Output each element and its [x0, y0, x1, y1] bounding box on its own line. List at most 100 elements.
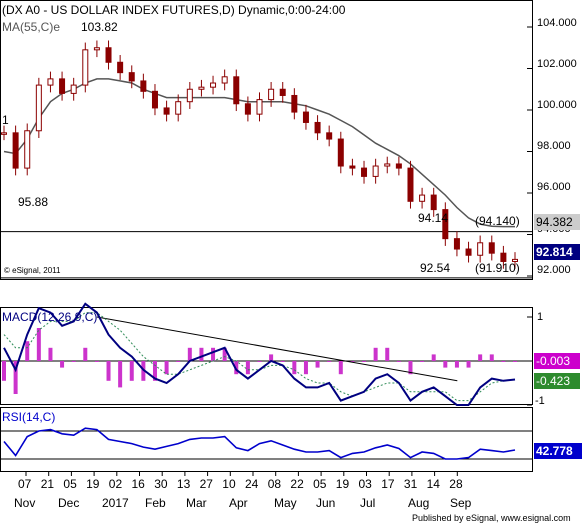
- candle-body: [12, 132, 19, 169]
- macd-histogram-bar: [431, 354, 436, 361]
- candle-body: [302, 111, 309, 123]
- x-month-label: Apr: [229, 496, 248, 510]
- x-day-label: 17: [381, 477, 395, 491]
- price-panel-frame: [0, 0, 533, 280]
- macd-histogram-bar: [71, 361, 76, 362]
- candle-body: [105, 47, 112, 63]
- macd-histogram-bar: [234, 361, 239, 375]
- candle-body: [314, 121, 321, 134]
- macd-histogram-bar: [83, 347, 88, 361]
- x-day-label: 16: [131, 477, 145, 491]
- macd-histogram-bar: [2, 361, 6, 381]
- macd-histogram-bar: [199, 347, 204, 361]
- y-tick-label: 102.000: [537, 58, 577, 70]
- macd-histogram-bar: [408, 361, 413, 375]
- candle-body: [465, 248, 472, 256]
- macd-histogram-bar: [420, 361, 425, 362]
- macd-histogram-bar: [327, 361, 332, 362]
- macd-histogram-bar: [280, 361, 285, 362]
- x-day-label: 27: [199, 477, 213, 491]
- x-day-label: 02: [108, 477, 123, 491]
- macd-histogram-bar: [350, 361, 355, 362]
- candle-body: [82, 49, 89, 86]
- y-tick-label: 96.000: [537, 181, 571, 193]
- macd-histogram-bar: [25, 341, 30, 361]
- high-annotation: 103.82: [81, 20, 118, 34]
- x-day-label: 14: [426, 477, 440, 491]
- macd-histogram-bar: [269, 354, 274, 361]
- macd-signal-line: [3, 312, 516, 402]
- macd-histogram-bar: [362, 361, 367, 362]
- macd-plot: [1, 302, 532, 406]
- x-day-label: 05: [63, 477, 77, 491]
- x-day-label: 19: [86, 477, 100, 491]
- macd-histogram-bar: [489, 354, 494, 361]
- candle-body: [35, 84, 42, 132]
- x-month-label: Feb: [145, 496, 166, 510]
- x-month-label: Sep: [450, 496, 472, 510]
- rsi-plot: [1, 427, 532, 460]
- macd-histogram-bar: [385, 347, 390, 361]
- macd-y-tick-label: 1: [537, 311, 544, 323]
- candle-body: [442, 209, 449, 240]
- ma-label: MA(55,C)e: [2, 20, 61, 34]
- footer-credit: Published by eSignal, www.esignal.com: [412, 513, 571, 523]
- candle-body: [279, 88, 286, 96]
- low-jul-annotation: 92.54: [420, 261, 451, 275]
- candle-body: [326, 132, 333, 140]
- macd-histogram-bar: [36, 328, 41, 361]
- candle-body: [1, 132, 7, 135]
- x-day-label: 28: [449, 477, 463, 491]
- macd-histogram-bar: [211, 347, 216, 361]
- candle-body: [198, 86, 205, 90]
- rsi-line: [3, 427, 516, 460]
- candle-body: [175, 101, 182, 115]
- macd-histogram-bar: [245, 361, 250, 375]
- x-day-label: 22: [290, 477, 304, 491]
- candle-body: [419, 194, 426, 202]
- rsi-title: RSI(14,C): [2, 410, 56, 424]
- rsi-panel-frame: [0, 407, 533, 472]
- x-day-label: 30: [154, 477, 168, 491]
- candle-body: [210, 82, 217, 88]
- macd-histogram-bar: [466, 361, 471, 368]
- peak-aug-annotation: 94.14: [418, 211, 449, 225]
- candle-body: [395, 163, 402, 169]
- macd-histogram-bar: [60, 361, 65, 368]
- macd-trendline: [96, 316, 458, 382]
- level-upper-annotation: (94.140): [475, 214, 520, 228]
- candle-body: [477, 242, 484, 256]
- candle-body: [163, 107, 170, 115]
- candle-body: [337, 138, 344, 167]
- macd-histogram-bar: [106, 361, 111, 381]
- candle-body: [500, 252, 507, 262]
- macd-histogram-bar: [118, 361, 123, 388]
- macd-panel-frame: [0, 307, 533, 405]
- x-month-label: May: [274, 496, 297, 510]
- candle-body: [268, 88, 275, 101]
- x-axis-ticks: [25, 472, 458, 476]
- candle-body: [256, 99, 263, 115]
- macd-histogram-bar: [478, 354, 483, 361]
- x-day-label: 21: [40, 477, 55, 491]
- x-month-label: Jun: [316, 496, 336, 510]
- candle-body: [93, 47, 100, 51]
- x-day-label: 05: [313, 477, 327, 491]
- low-annotation: 95.88: [18, 195, 49, 209]
- macd-histogram-bar: [94, 361, 99, 362]
- copyright-text: © eSignal, 2011: [4, 266, 61, 275]
- y-tick-label: 104.000: [537, 17, 577, 29]
- candle-body: [140, 80, 147, 92]
- macd-signal-badge: -0.423: [534, 373, 580, 389]
- candle-body: [453, 238, 460, 250]
- macd-histogram-bar: [303, 361, 308, 375]
- x-month-label: Jul: [360, 496, 376, 510]
- macd-histogram-bar: [176, 361, 181, 362]
- macd-histogram-bar: [315, 361, 320, 368]
- left-edge-label: 1: [2, 113, 9, 127]
- candle-body: [47, 78, 54, 86]
- x-day-label: 03: [358, 477, 372, 491]
- macd-histogram-bar: [152, 361, 157, 381]
- candle-body: [186, 88, 193, 103]
